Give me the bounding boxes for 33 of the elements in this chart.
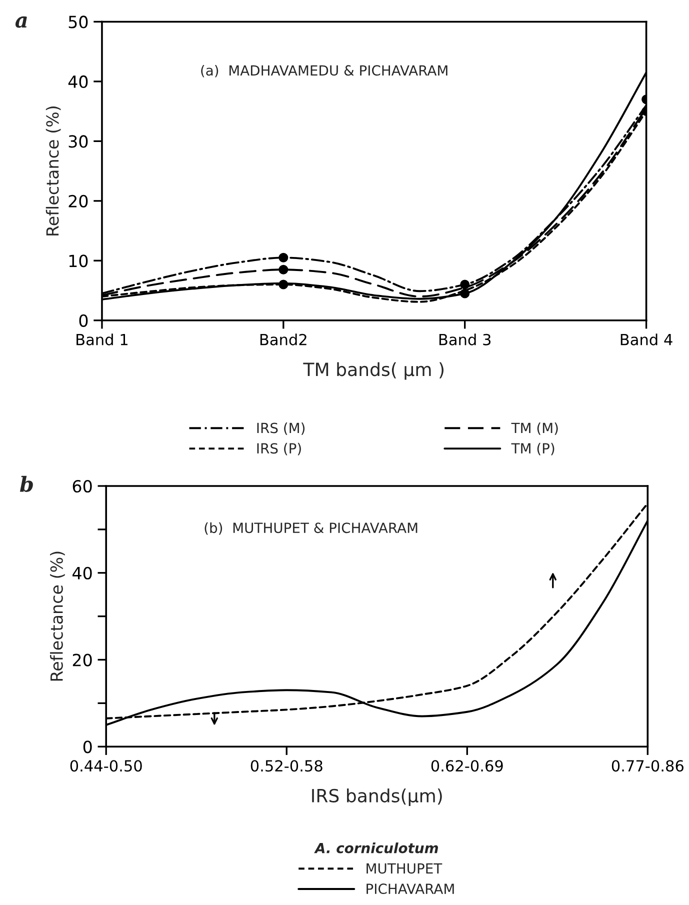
text: a (15, 16, 27, 28)
legend-label: IRS (P) (257, 442, 301, 456)
x-tick-label: 0.44-0.50 (70, 760, 142, 772)
x-axis-title: TM bands( μm ) (303, 362, 444, 380)
x-tick-label: 0.52-0.58 (250, 760, 322, 772)
legend-label: TM (P) (511, 442, 554, 456)
y-axis-title: Reflectance (%) (50, 552, 65, 681)
x-tick-label: Band2 (260, 334, 306, 346)
x-tick-label: Band 1 (76, 334, 128, 346)
y-tick-label: 40 (72, 566, 92, 580)
y-tick-label: 10 (69, 254, 88, 268)
y-tick-label: 0 (83, 740, 92, 754)
y-axis-title: Reflectance (%) (46, 106, 61, 236)
y-tick-label: 60 (72, 480, 92, 493)
x-axis-title: IRS bands(μm) (312, 788, 442, 806)
x-tick-label: Band 3 (439, 334, 491, 346)
legend-title: A. corniculotum (314, 842, 438, 854)
y-tick-label: 30 (68, 135, 88, 148)
legend-label: IRS (M) (257, 422, 305, 435)
x-tick-label: Band 4 (620, 334, 672, 346)
x-tick-label: 0.62-0.69 (431, 760, 503, 772)
text: (a) MADHAVAMEDU & PICHAVARAM (201, 64, 448, 78)
y-tick-label: 40 (68, 75, 88, 88)
text: b (20, 476, 33, 492)
legend-label: MUTHUPET (366, 863, 442, 874)
y-tick-label: 0 (79, 314, 88, 327)
y-tick-label: 20 (68, 194, 88, 208)
x-tick-label: 0.77-0.86 (612, 760, 684, 772)
y-tick-label: 20 (72, 654, 92, 666)
y-tick-label: 50 (68, 16, 88, 28)
text: (b) MUTHUPET & PICHAVARAM (204, 522, 418, 535)
legend-label: PICHAVARAM (366, 884, 454, 894)
legend-label: TM (M) (511, 422, 558, 435)
